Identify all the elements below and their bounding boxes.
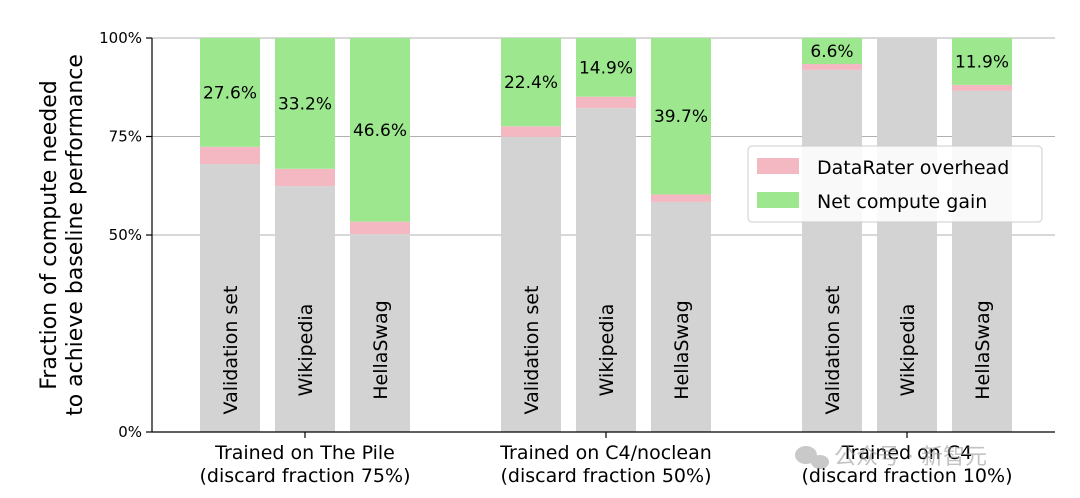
gain-percent-label: 46.6% xyxy=(353,121,407,141)
bar-base-segment xyxy=(802,69,862,432)
bar-gain-segment xyxy=(651,38,711,195)
bar-category-label: HellaSwag xyxy=(671,300,693,399)
bar-category-label: Validation set xyxy=(220,286,242,415)
axes: 0% 50% 75% 100% xyxy=(99,29,1055,441)
group-label-line: (discard fraction 50%) xyxy=(501,465,712,487)
bar-category-label: Validation set xyxy=(521,286,543,415)
group-label-line: (discard fraction 75%) xyxy=(200,465,411,487)
y-axis-label-line-2: to achieve baseline performance xyxy=(63,54,88,416)
bar-category-label: Wikipedia xyxy=(295,304,317,397)
bar-overhead-segment xyxy=(501,126,561,137)
bar-category-label: HellaSwag xyxy=(972,300,994,399)
bar-base-segment xyxy=(651,201,711,432)
bar-gain-segment xyxy=(200,38,260,147)
legend: DataRater overhead Net compute gain xyxy=(747,145,1043,223)
bar-overhead-segment xyxy=(802,64,862,70)
y-tick-label: 100% xyxy=(99,29,142,47)
bar-category-label: Validation set xyxy=(822,286,844,415)
bar-base-segment xyxy=(275,186,335,432)
y-tick-label: 0% xyxy=(118,423,142,441)
bar-overhead-segment xyxy=(275,168,335,187)
bar-gain-segment xyxy=(802,38,862,65)
gain-percent-label: 33.2% xyxy=(278,94,332,114)
bar-category-label: Wikipedia xyxy=(596,304,618,397)
gain-percent-label: 22.4% xyxy=(504,73,558,93)
legend-label-overhead: DataRater overhead xyxy=(817,157,1009,179)
group-label-line: Trained on The Pile xyxy=(214,442,395,464)
bar-gain-segment xyxy=(576,38,636,97)
bar-overhead-segment xyxy=(651,194,711,202)
y-tick-label: 75% xyxy=(109,128,142,146)
gain-percent-label: 11.9% xyxy=(955,52,1009,72)
watermark: 公众号 · 新智元 xyxy=(795,445,987,470)
bar-category-label: Wikipedia xyxy=(897,304,919,397)
group-label-line: Trained on C4/noclean xyxy=(499,442,712,464)
legend-swatch-gain xyxy=(757,192,799,208)
y-tick-label: 50% xyxy=(109,226,142,244)
bar-base-segment xyxy=(877,38,937,432)
gain-percent-label: 14.9% xyxy=(579,58,633,78)
y-axis-label: Fraction of compute needed to achieve ba… xyxy=(37,54,88,416)
watermark-text: 公众号 · 新智元 xyxy=(834,445,987,470)
legend-label-gain: Net compute gain xyxy=(817,191,987,213)
wechat-icon xyxy=(795,446,829,469)
bar-overhead-segment xyxy=(576,96,636,109)
gain-percent-label: 27.6% xyxy=(203,83,257,103)
bar-overhead-segment xyxy=(350,221,410,235)
bar-base-segment xyxy=(576,108,636,433)
bar-overhead-segment xyxy=(952,84,1012,91)
bar-gain-segment xyxy=(275,38,335,169)
bar-gain-segment xyxy=(952,38,1012,85)
y-axis-label-line-1: Fraction of compute needed xyxy=(37,80,62,390)
group-label-line: (discard fraction 10%) xyxy=(802,465,1013,487)
gain-percent-label: 6.6% xyxy=(810,42,853,62)
bar-gain-segment xyxy=(501,38,561,127)
bar-base-segment xyxy=(501,136,561,433)
gain-percent-label: 39.7% xyxy=(654,107,708,127)
bar-gain-segment xyxy=(350,38,410,222)
bars: 27.6% Validation set 33.2% Wikipedia 46.6% He… xyxy=(200,38,1013,487)
legend-swatch-overhead xyxy=(757,158,799,174)
bar-base-segment xyxy=(350,234,410,432)
bar-base-segment xyxy=(200,164,260,432)
bar-category-label: HellaSwag xyxy=(370,300,392,399)
group-label-line: Trained on C4 xyxy=(841,442,972,464)
bar-overhead-segment xyxy=(200,146,260,165)
